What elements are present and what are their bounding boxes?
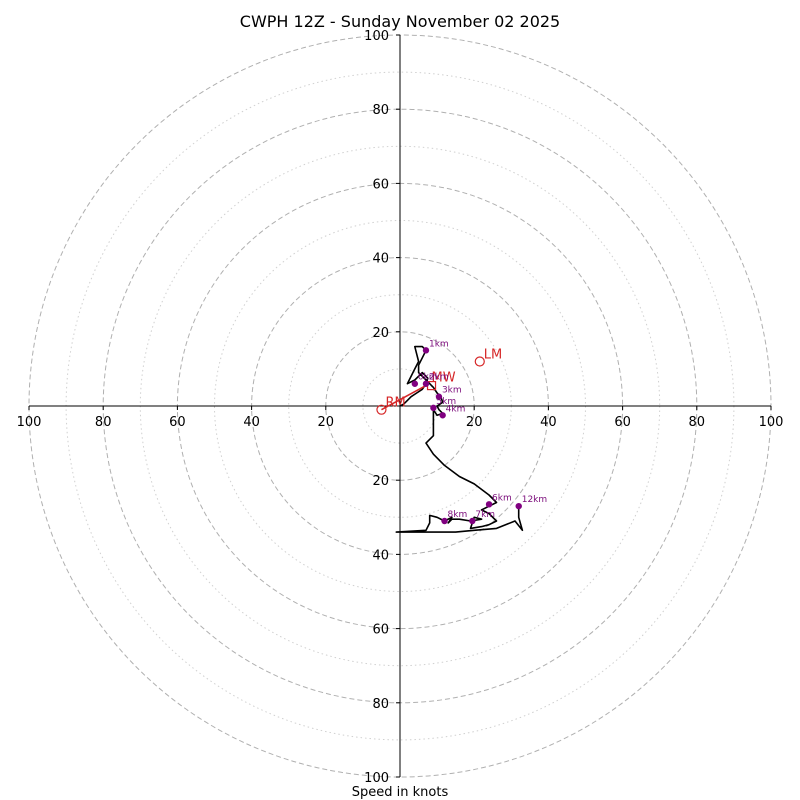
rm-label: RM — [385, 396, 405, 411]
y-tick-label: 60 — [372, 177, 389, 192]
y-tick-label: 60 — [372, 623, 389, 638]
chart-title: CWPH 12Z - Sunday November 02 2025 — [240, 12, 560, 31]
x-tick-label: 60 — [169, 415, 186, 430]
y-tick-label: 20 — [372, 474, 389, 489]
y-tick-label: 40 — [372, 252, 389, 267]
height-label-3km: 3km — [442, 386, 462, 396]
height-marker-4km — [439, 412, 446, 419]
y-tick-label: 40 — [372, 548, 389, 563]
height-label-5km: 5km — [436, 397, 456, 407]
height-marker-6km — [485, 501, 493, 508]
wind-trace-layer — [395, 345, 524, 533]
height-label-7km: 7km — [475, 510, 495, 520]
y-tick-label: 100 — [364, 29, 389, 44]
x-tick-label: 80 — [95, 415, 112, 430]
x-tick-label: 20 — [466, 415, 483, 430]
height-label-1km: 1km — [429, 339, 449, 349]
height-marker-12km — [515, 502, 522, 510]
lm-label: LM — [484, 347, 502, 362]
wind-trace — [395, 345, 524, 533]
lm-marker — [474, 356, 485, 367]
x-tick-label: 100 — [759, 415, 784, 430]
y-tick-label: 100 — [364, 771, 389, 786]
tick-labels: 100 80 60 40 20 20 40 60 80 100 100 80 60 40 20 20 40 60 8… — [17, 29, 784, 786]
height-label-0km: 0km — [418, 373, 438, 383]
x-tick-label: 20 — [318, 415, 335, 430]
rm-marker — [376, 404, 387, 415]
height-marker-0km — [411, 380, 419, 387]
mw-label: MW — [432, 371, 456, 386]
height-label-6km: 6km — [492, 493, 512, 503]
height-label-12km: 12km — [522, 495, 547, 505]
height-marker-5km — [430, 404, 437, 412]
height-label-2km: 2km — [429, 373, 449, 383]
storm-motion-layer: LM RM MW — [376, 347, 502, 415]
x-tick-label: 100 — [17, 415, 42, 430]
height-marker-2km — [422, 380, 430, 387]
x-tick-label: 40 — [243, 415, 260, 430]
height-marker-1km — [422, 347, 430, 354]
height-label-8km: 8km — [448, 510, 468, 520]
y-tick-label: 20 — [372, 326, 389, 341]
shear-vector — [381, 384, 427, 411]
height-marker-3km — [435, 393, 443, 400]
y-tick-label: 80 — [372, 103, 389, 118]
height-marker-7km — [469, 517, 476, 525]
x-tick-label: 80 — [689, 415, 706, 430]
height-label-4km: 4km — [446, 404, 466, 414]
y-tick-label: 80 — [372, 697, 389, 712]
height-marker-8km — [441, 517, 448, 525]
x-axis-title: Speed in knots — [352, 785, 449, 800]
x-tick-label: 60 — [614, 415, 631, 430]
x-tick-label: 40 — [540, 415, 557, 430]
